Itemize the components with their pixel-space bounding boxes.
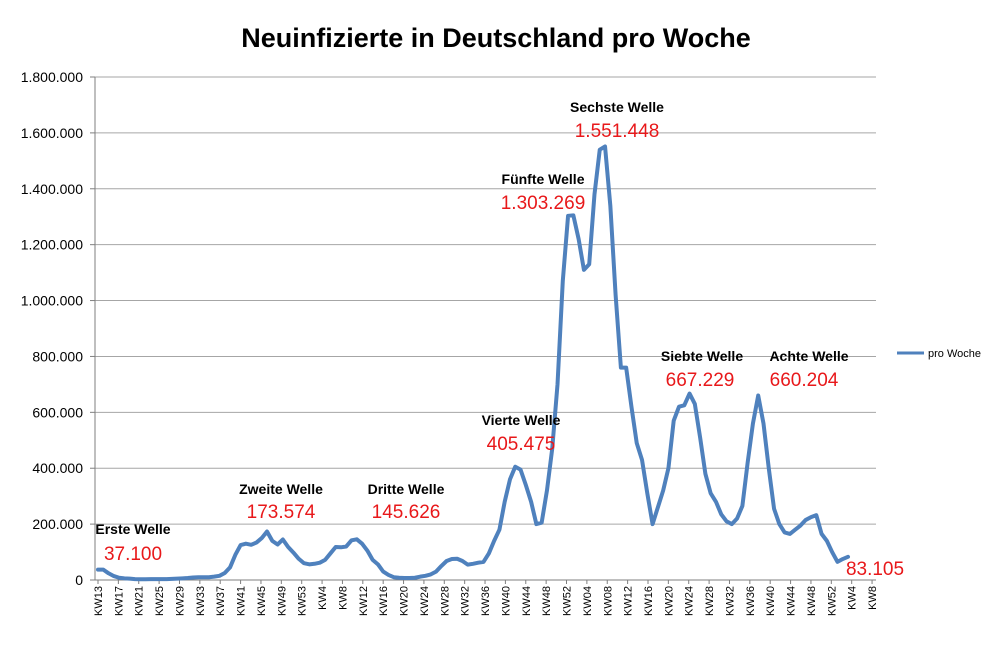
wave-label: Achte Welle [769,348,848,364]
chart-title: Neuinfizierte in Deutschland pro Woche [241,23,751,53]
y-tick-label: 800.000 [32,348,83,364]
x-tick-label: KW20 [663,586,675,616]
axes [94,77,876,581]
x-tick-label: KW20 [399,586,411,616]
wave-peak-value: 1.551.448 [575,121,660,142]
x-tick-label: KW17 [113,586,125,616]
x-tick-label: KW45 [256,586,268,616]
x-tick-label: KW04 [582,586,594,616]
gridlines [95,76,876,525]
wave-peak-value: 667.229 [666,370,735,391]
wave-label: Siebte Welle [661,348,743,364]
x-tick-label: KW52 [562,586,574,616]
series-line-pro-woche [96,144,850,582]
wave-label: Fünfte Welle [502,171,585,187]
x-tick-label: KW40 [500,586,512,616]
x-tick-label: KW36 [745,586,757,616]
x-tick-label: KW41 [236,586,248,616]
wave-peak-value: 145.626 [372,502,441,523]
x-tick-label: KW32 [724,586,736,616]
x-tick-label: KW28 [439,586,451,616]
x-tick-label: KW12 [623,586,635,616]
x-tick-label: KW44 [786,586,798,616]
x-tick-label: KW52 [826,586,838,616]
x-tick-label: KW32 [460,586,472,616]
wave-annotations: Erste Welle 37.100 Zweite Welle 173.574 Drit… [95,99,904,580]
y-tick-label: 1.000.000 [21,293,83,309]
y-axis-ticks: 0 200.000 400.000 600.000 800.000 1.000.000 1.… [21,69,95,588]
wave-label: Dritte Welle [368,481,445,497]
x-tick-label: KW4 [317,586,329,610]
x-tick-label: KW29 [174,586,186,616]
wave-peak-value: 660.204 [770,370,839,391]
wave-label: Vierte Welle [482,412,561,428]
x-tick-label: KW36 [480,586,492,616]
x-tick-label: KW28 [704,586,716,616]
x-tick-label: KW37 [215,586,227,616]
x-tick-label: KW16 [378,586,390,616]
y-tick-label: 1.800.000 [21,69,83,85]
wave-peak-value: 83.105 [846,559,904,580]
x-tick-label: KW8 [867,586,879,610]
x-tick-label: KW44 [521,586,533,616]
x-tick-label: KW16 [643,586,655,616]
series-layer [96,144,850,582]
x-axis-ticks: KW13 KW17 KW21 KW25 KW29 KW33 KW37 KW41 KW45 KW49… [93,580,879,616]
x-tick-label: KW13 [93,586,105,616]
x-tick-label: KW4 [847,586,859,610]
x-tick-label: KW49 [276,586,288,616]
x-tick-label: KW8 [337,586,349,610]
wave-label: Zweite Welle [239,481,323,497]
x-tick-label: KW08 [602,586,614,616]
y-tick-label: 0 [75,572,83,588]
x-tick-label: KW33 [195,586,207,616]
legend: pro Woche [897,348,981,360]
wave-peak-value: 1.303.269 [501,193,586,214]
wave-label: Sechste Welle [570,99,664,115]
x-tick-label: KW25 [154,586,166,616]
x-tick-label: KW24 [419,586,431,616]
x-tick-label: KW48 [541,586,553,616]
x-tick-label: KW48 [806,586,818,616]
y-tick-label: 600.000 [32,404,83,420]
legend-label: pro Woche [928,348,981,360]
x-tick-label: KW24 [684,586,696,616]
wave-peak-value: 173.574 [247,502,316,523]
x-tick-label: KW53 [297,586,309,616]
x-tick-label: KW12 [358,586,370,616]
wave-label: Erste Welle [95,521,170,537]
y-tick-label: 400.000 [32,460,83,476]
y-tick-label: 1.200.000 [21,237,83,253]
wave-peak-value: 37.100 [104,544,162,565]
wave-peak-value: 405.475 [487,434,556,455]
x-tick-label: KW21 [134,586,146,616]
y-tick-label: 200.000 [32,516,83,532]
y-tick-label: 1.400.000 [21,181,83,197]
x-tick-label: KW40 [765,586,777,616]
y-tick-label: 1.600.000 [21,125,83,141]
